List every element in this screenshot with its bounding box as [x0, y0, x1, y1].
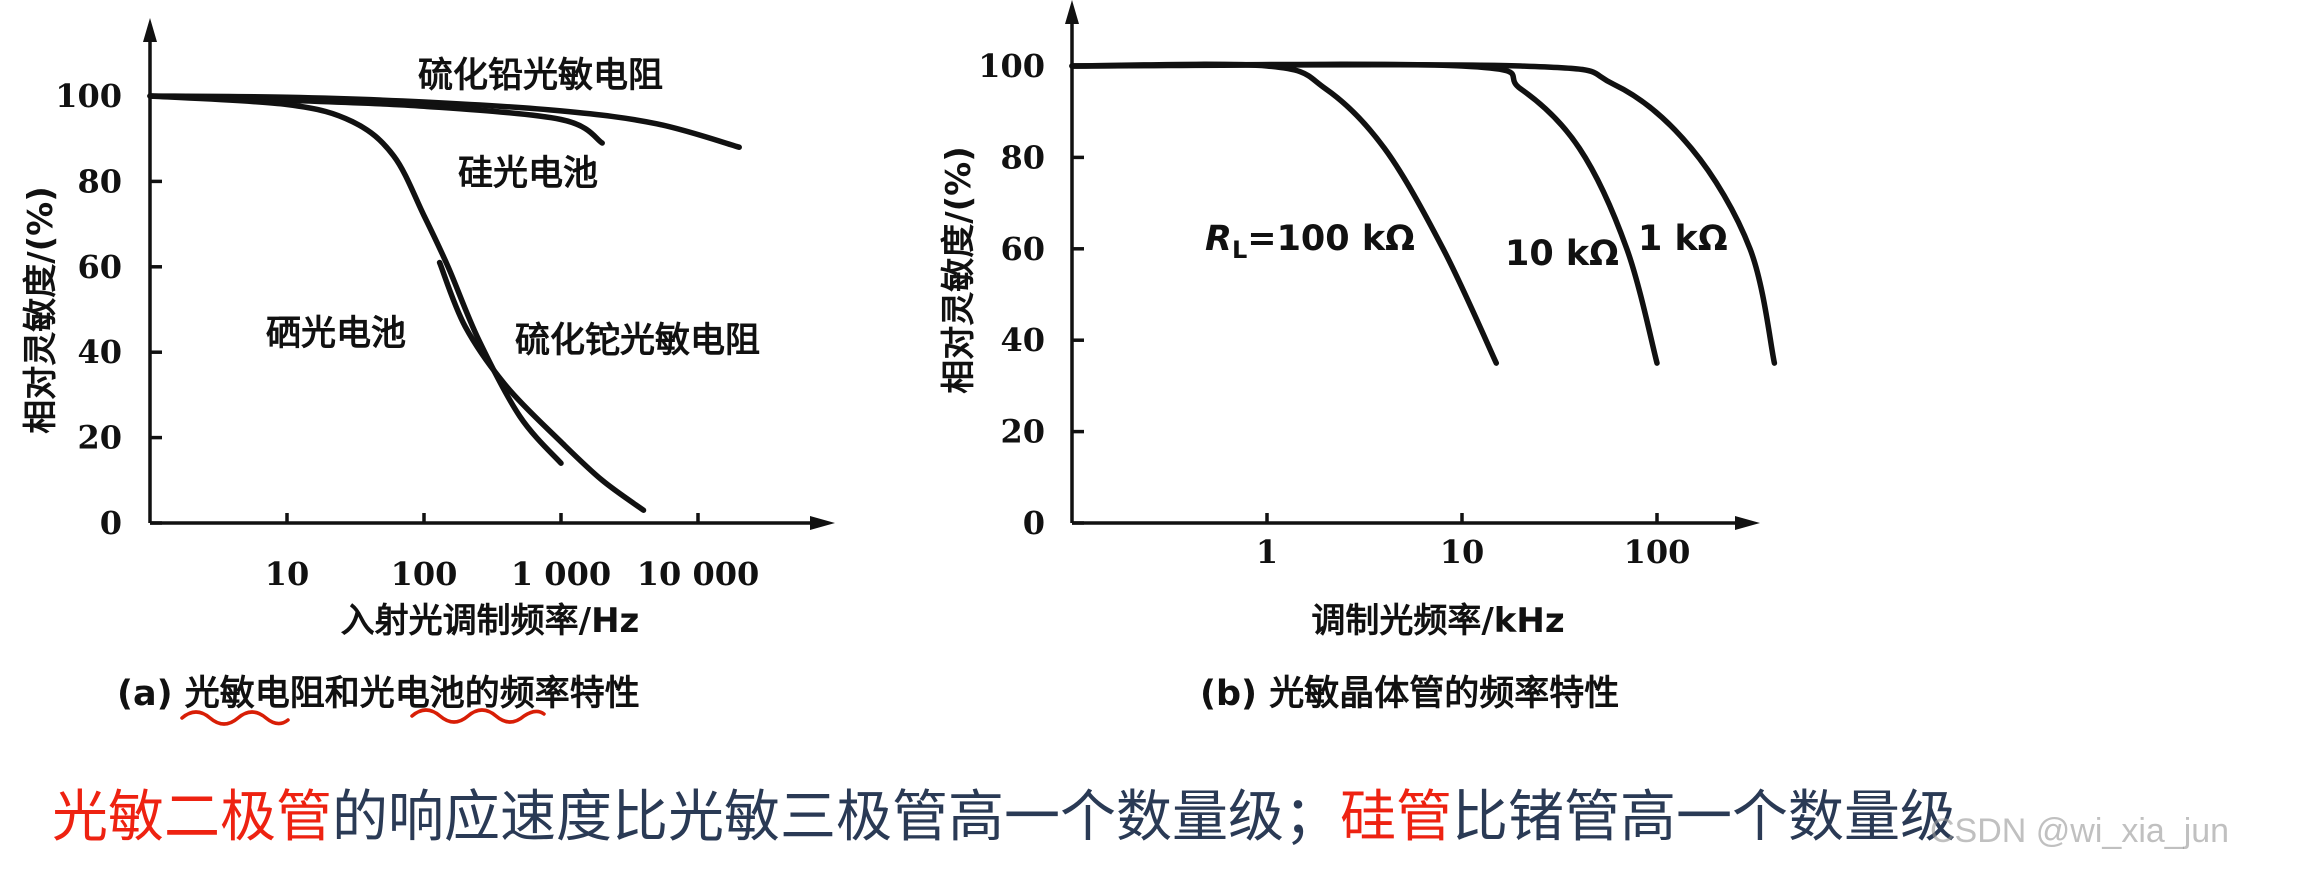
note-highlight-photodiode: 光敏二极管 [52, 785, 332, 850]
chart-b-y-tick-label: 100 [978, 47, 1045, 85]
chart-b-x-tick-label: 10 [1440, 533, 1485, 571]
chart-a-y-tick-label: 0 [100, 504, 122, 542]
chart-a-y-tick-label: 20 [77, 419, 122, 457]
chart-b-x-tick-label: 100 [1624, 533, 1691, 571]
chart-a-y-arrow [143, 18, 157, 42]
chart-b-y-arrow [1065, 0, 1079, 24]
chart-b-series-line-2 [1069, 61, 1660, 366]
chart-b-caption: (b) 光敏晶体管的频率特性 [1200, 674, 1619, 714]
chart-a-x-tick-label: 10 [265, 555, 310, 593]
chart-a-x-arrow [810, 516, 835, 530]
chart-a-series-line-1 [147, 93, 742, 150]
chart-a-y-tick-label: 60 [77, 248, 122, 286]
chart-b-series-line-3 [1069, 61, 1778, 366]
handwritten-underline-2 [410, 708, 546, 724]
chart-a-y-tick-label: 80 [77, 162, 122, 200]
chart-b-x-tick-label: 1 [1256, 533, 1278, 571]
chart-a-y-tick-label: 100 [55, 77, 122, 115]
chart-b-y-tick-label: 20 [1000, 413, 1045, 451]
chart-a-y-tick-label: 40 [77, 333, 122, 371]
summary-note: 光敏二极管的响应速度比光敏三极管高一个数量级；硅管比锗管高一个数量级 [52, 780, 1956, 856]
chart-b-y-tick-label: 60 [1000, 230, 1045, 268]
chart-b-series-label-100k: RL=100 kΩ [1205, 219, 1415, 264]
chart-a-x-tick-label: 1 000 [511, 555, 611, 593]
chart-b-x-label: 调制光频率/kHz [1311, 601, 1564, 641]
note-text-2: 比锗管高一个数量级 [1452, 785, 1956, 850]
chart-b-x-arrow [1735, 516, 1760, 530]
chart-a-series-label-tl: 硫化铊光敏电阻 [515, 321, 760, 361]
watermark: CSDN @wi_xia_jun [1930, 812, 2230, 850]
chart-a-series-label-si: 硅光电池 [458, 154, 598, 194]
chart-b-y-label: 相对灵敏度/(%) [939, 146, 979, 394]
chart-a-x-tick-label: 10 000 [637, 555, 759, 593]
chart-a-series-line-4 [436, 259, 647, 513]
note-highlight-silicon: 硅管 [1340, 785, 1452, 850]
chart-a-series-line-3 [147, 93, 564, 466]
chart-a-x-tick-label: 100 [391, 555, 458, 593]
chart-b-series-line-1 [1069, 61, 1500, 366]
chart-a-caption: (a) 光敏电阻和光电池的频率特性 [117, 674, 640, 714]
chart-a-x-label: 入射光调制频率/Hz [341, 601, 640, 641]
chart-b-series-label-10k: 10 kΩ [1505, 234, 1619, 274]
chart-b-series-label-1k: 1 kΩ [1638, 219, 1728, 259]
chart-a-series-label-pbs: 硫化铅光敏电阻 [418, 56, 663, 96]
note-text-1: 的响应速度比光敏三极管高一个数量级； [332, 785, 1340, 850]
chart-a-y-label: 相对灵敏度/(%) [21, 186, 61, 434]
chart-b-y-tick-label: 40 [1000, 321, 1045, 359]
chart-b-y-tick-label: 0 [1023, 504, 1045, 542]
handwritten-underline-1 [180, 710, 290, 726]
chart-a-series-label-se: 硒光电池 [266, 314, 406, 354]
chart-b-y-tick-label: 80 [1000, 138, 1045, 176]
